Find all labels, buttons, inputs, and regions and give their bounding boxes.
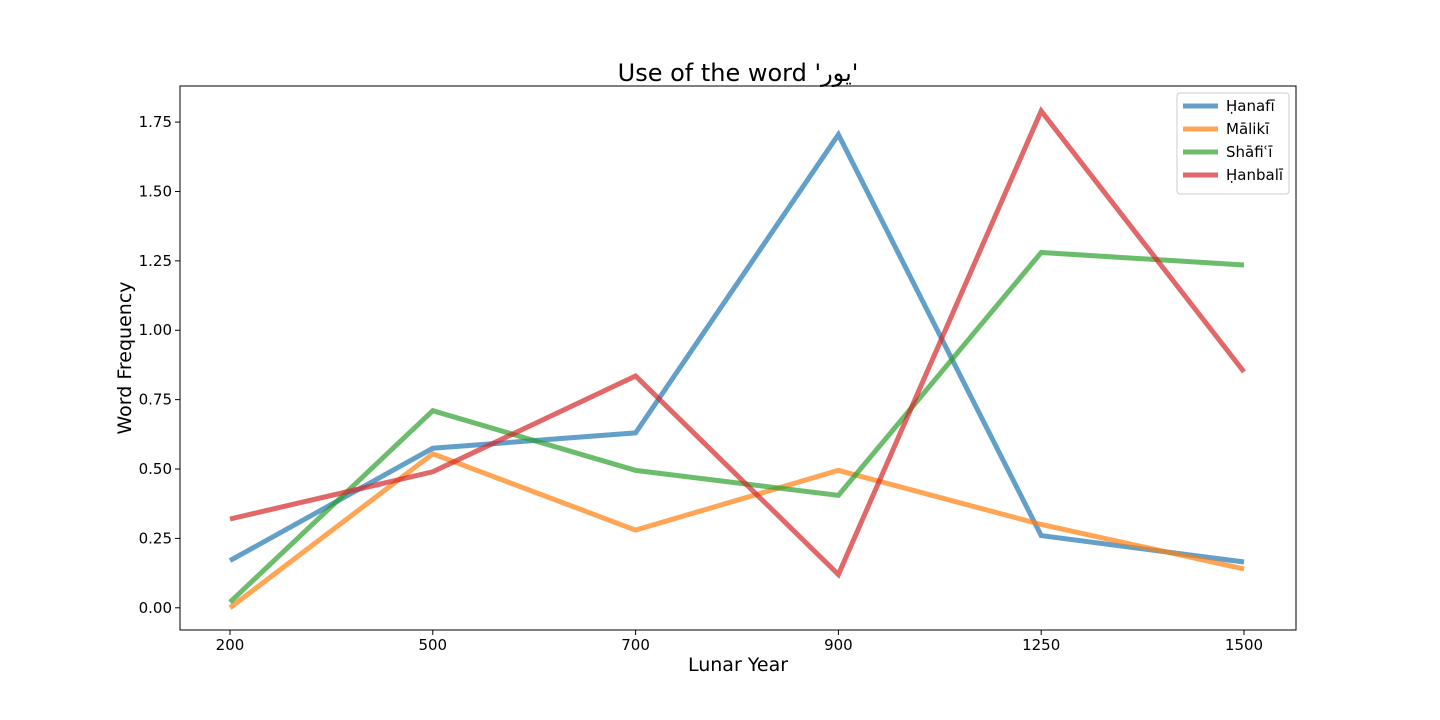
y-axis-label: Word Frequency — [114, 281, 136, 434]
y-tick-label: 1.25 — [139, 252, 172, 270]
x-tick-label: 500 — [418, 636, 447, 654]
y-tick-label: 1.75 — [139, 113, 172, 131]
y-tick-label: 0.75 — [139, 391, 172, 409]
y-tick-label: 0.00 — [139, 599, 172, 617]
x-axis-label: Lunar Year — [688, 654, 788, 676]
series-line-sha-fi-i — [228, 249, 1245, 605]
series-line-h-anafi — [228, 129, 1245, 565]
legend-label-h-anbali: Ḥanbalī — [1226, 166, 1284, 184]
x-tick-label: 1500 — [1225, 636, 1263, 654]
series-line-h-anbali — [229, 106, 1246, 579]
x-tick-label: 900 — [824, 636, 853, 654]
series-layer — [228, 106, 1246, 610]
y-tick-label: 0.25 — [139, 529, 172, 547]
y-tick-label: 1.50 — [139, 182, 172, 200]
legend-label-ma-liki: Mālikī — [1226, 120, 1270, 138]
x-tick-label: 200 — [216, 636, 245, 654]
legend: Ḥanafī Mālikī Shāfiʿī Ḥanbalī — [1176, 92, 1290, 195]
legend-label-h-anafi: Ḥanafī — [1226, 97, 1275, 115]
y-tick-label: 0.50 — [139, 460, 172, 478]
legend-box — [1176, 92, 1290, 195]
legend-label-sha-fi-i: Shāfiʿī — [1226, 143, 1273, 161]
chart-title: Use of the word 'يور' — [618, 59, 859, 87]
y-axis: 0.00 0.25 0.50 0.75 1.00 1.25 1.50 1.75 — [139, 113, 180, 617]
plot-area-frame — [179, 85, 1297, 631]
y-tick-label: 1.00 — [139, 321, 172, 339]
x-tick-label: 700 — [621, 636, 650, 654]
x-tick-label: 1250 — [1022, 636, 1060, 654]
x-axis: 200 500 700 900 1250 1500 — [216, 630, 1263, 654]
